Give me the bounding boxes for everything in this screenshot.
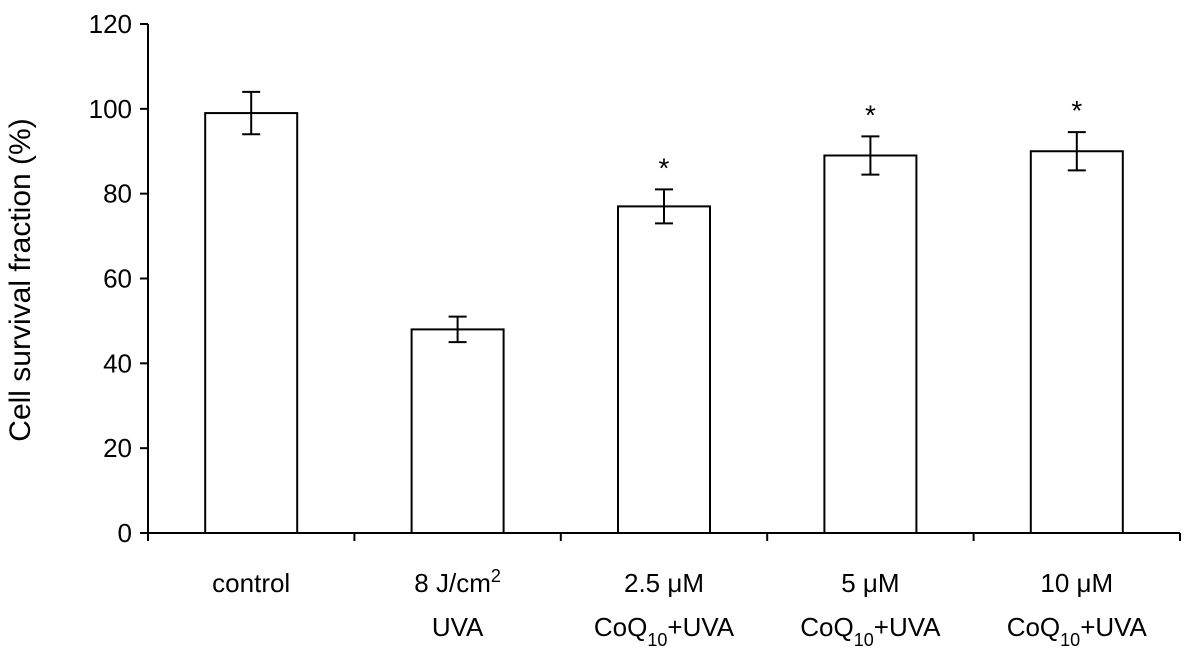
error-bar [861,135,880,176]
x-category-label-line: UVA [432,612,484,642]
error-bar [655,188,673,225]
x-category-label: control [212,568,290,598]
y-tick-label: 120 [89,9,132,39]
significance-markers: * * * [659,95,1083,183]
x-category-label: 5 μM CoQ10+UVA [800,568,941,650]
y-tick-label: 80 [103,179,132,209]
x-category-label-line: 8 J/cm2 [414,566,501,598]
bar [410,328,505,534]
x-category-label-line: CoQ10+UVA [800,612,941,650]
bar [204,112,299,534]
error-bar [448,315,467,344]
bar [823,154,918,534]
significance-star: * [865,99,876,130]
significance-star: * [659,152,670,183]
x-category-label: 8 J/cm2 UVA [414,566,501,642]
y-tick-label: 20 [103,433,132,463]
y-tick-label: 100 [89,94,132,124]
y-tick-labels: 0 20 40 60 80 100 120 [89,9,132,548]
y-tick-label: 0 [118,518,132,548]
x-category-label-line: CoQ10+UVA [594,612,735,650]
axes [140,23,1181,541]
x-category-label: 2.5 μM CoQ10+UVA [594,568,735,650]
x-category-label-line: CoQ10+UVA [1007,612,1148,650]
significance-star: * [1071,95,1082,126]
x-category-label-line: 10 μM [1040,568,1113,598]
x-category-label-line: 2.5 μM [624,568,704,598]
x-category-labels: control 8 J/cm2 UVA 2.5 μM CoQ10+UVA 5 μM CoQ1… [212,566,1147,650]
bar [617,205,711,534]
y-tick-label: 60 [103,264,132,294]
y-tick-label: 40 [103,348,132,378]
x-category-label-line: control [212,568,290,598]
x-category-label: 10 μM CoQ10+UVA [1007,568,1148,650]
error-bars [242,90,1086,344]
x-category-label-line: 5 μM [841,568,899,598]
y-axis-label: Cell survival fraction (%) [4,118,37,441]
bar [1029,150,1124,534]
error-bar [242,90,261,136]
bars [204,112,1124,534]
error-bar [1067,131,1086,172]
